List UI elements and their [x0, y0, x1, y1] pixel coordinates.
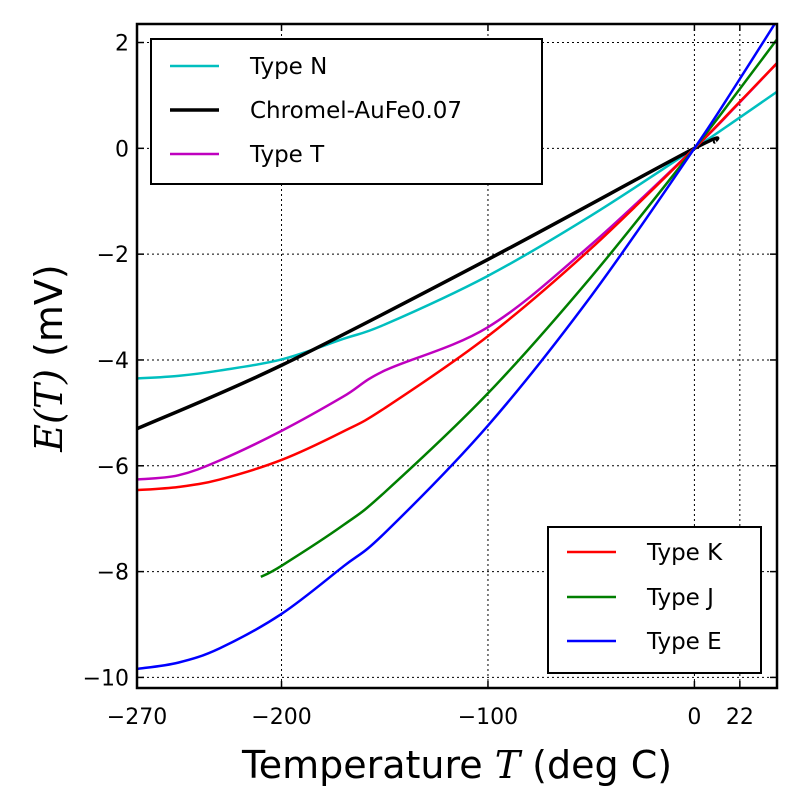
y-tick-label: −10	[83, 666, 129, 691]
y-tick-label: −6	[97, 455, 129, 480]
plot-frame	[135, 22, 779, 690]
x-axis-title-suffix: (deg C)	[520, 743, 672, 787]
y-tick-label: −4	[97, 349, 129, 374]
series-line-type-j	[260, 38, 777, 579]
x-axis-title-prefix: Temperature	[241, 743, 495, 787]
y-axis-title-symbol: E(T)	[27, 369, 71, 453]
y-axis-title: E(T) (mV)	[27, 264, 71, 453]
x-tick-label: −200	[251, 705, 311, 730]
x-axis-title-symbol: T	[495, 743, 523, 787]
y-axis-title-suffix: (mV)	[27, 264, 71, 369]
legend-upper-left: Type N Chromel-AuFe0.07 Type T	[150, 38, 543, 185]
y-tick-label: −8	[97, 561, 129, 586]
legend-label-type-t: Type T	[249, 142, 325, 168]
legend-lower-right: Type K Type J Type E	[547, 526, 762, 674]
x-axis-title: Temperature T (deg C)	[241, 743, 672, 787]
y-tick-label: 0	[115, 137, 129, 162]
legend-label-chromel-aufe: Chromel-AuFe0.07	[250, 98, 462, 124]
series-layer	[137, 24, 777, 671]
y-tick-label: −2	[97, 243, 129, 268]
x-tick-label: 22	[726, 705, 754, 730]
x-tick-label: −100	[458, 705, 518, 730]
series-line-type-e	[137, 24, 777, 671]
legend-label-type-e: Type E	[646, 629, 722, 655]
legend-label-type-n: Type N	[249, 54, 327, 80]
y-tick-label: 2	[115, 32, 129, 57]
x-tick-label: 0	[687, 705, 701, 730]
x-tick-label: −270	[107, 705, 167, 730]
legend-label-type-k: Type K	[646, 540, 723, 566]
legend-label-type-j: Type J	[646, 585, 714, 611]
